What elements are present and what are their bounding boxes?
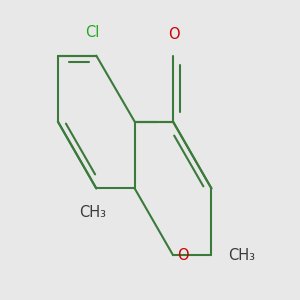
Text: CH₃: CH₃ (228, 248, 255, 263)
Text: Cl: Cl (85, 25, 100, 40)
Text: O: O (177, 248, 188, 263)
Text: CH₃: CH₃ (79, 205, 106, 220)
Text: O: O (168, 27, 180, 42)
